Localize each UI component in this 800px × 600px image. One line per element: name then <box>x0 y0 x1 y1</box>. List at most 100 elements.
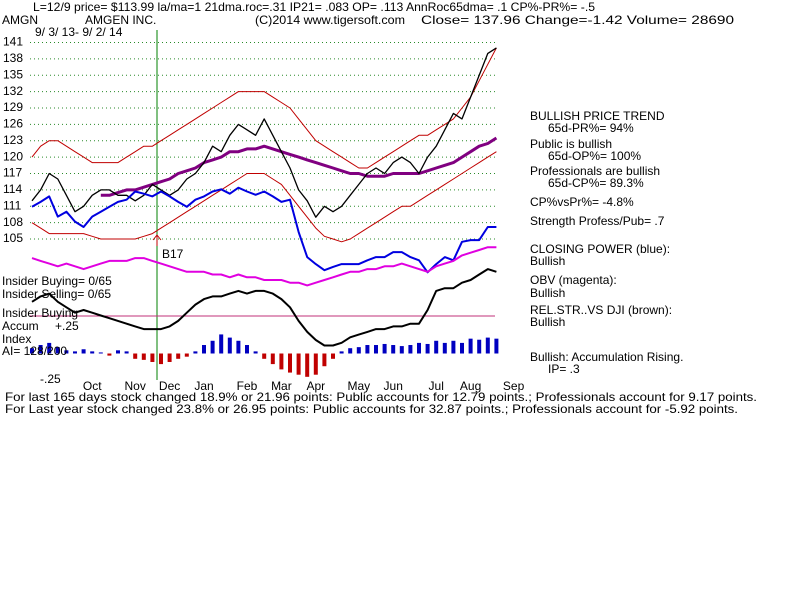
accum-bar <box>81 349 86 354</box>
quote: Close= 137.96 Change=-1.42 Volume= 28690 <box>421 13 734 27</box>
y-tick-label: 126 <box>3 117 23 131</box>
y-tick-label: 117 <box>3 166 22 180</box>
accum-bar <box>434 340 439 354</box>
x-tick-label: Feb <box>237 379 258 393</box>
x-tick-label: Jul <box>429 379 444 393</box>
accum-bar <box>64 350 69 354</box>
panel-text: Professionals are bullish <box>530 164 660 178</box>
y-tick-label: 135 <box>3 67 23 81</box>
signal-label: B17 <box>162 247 184 261</box>
accum-tick-label: +.25 <box>55 319 79 333</box>
accum-bar <box>313 353 318 375</box>
accum-bar <box>184 353 189 357</box>
accum-bar <box>236 340 241 354</box>
footer-text: For last 165 days stock changed 18.9% or… <box>5 390 757 404</box>
y-tick-label: 108 <box>3 215 23 229</box>
accum-bar <box>141 353 146 360</box>
side-label: Accum <box>2 319 39 333</box>
panel-text: 65d-OP%= 100% <box>548 149 641 163</box>
x-tick-label: May <box>347 379 370 393</box>
side-label: Insider Buying= 0/65 <box>2 274 112 288</box>
signal-arrow <box>152 234 162 246</box>
accum-bar <box>210 340 215 354</box>
accum-bar <box>399 346 404 354</box>
x-tick-label: Aug <box>460 379 481 393</box>
accum-bar <box>150 353 155 362</box>
accum-bar <box>73 351 77 354</box>
accum-bar <box>374 345 378 354</box>
panel-text: IP= .3 <box>548 362 580 376</box>
accum-bar <box>451 340 456 354</box>
side-label: Insider Buying <box>2 306 78 320</box>
series-line <box>100 136 498 197</box>
accum-bar <box>288 353 292 373</box>
accum-bar <box>417 342 421 354</box>
accum-bar <box>305 353 310 377</box>
accum-bar <box>348 348 353 354</box>
accum-bar <box>38 345 43 354</box>
x-tick-label: Oct <box>83 379 102 393</box>
accum-bar <box>107 353 112 356</box>
y-tick-label: 132 <box>3 84 23 98</box>
x-tick-label: Sep <box>503 379 525 393</box>
x-tick-label: Nov <box>125 379 146 393</box>
y-tick-label: 111 <box>3 198 22 212</box>
panel-text: CLOSING POWER (blue): <box>530 242 670 256</box>
accum-bar <box>245 345 249 354</box>
x-tick-label: Apr <box>306 379 325 393</box>
series-line <box>31 151 497 243</box>
y-tick-label: 120 <box>3 149 23 163</box>
panel-text: BULLISH PRICE TREND <box>530 109 665 123</box>
y-tick-label: 129 <box>3 100 23 114</box>
panel-text: CP%vsPr%= -4.8% <box>530 195 634 209</box>
accum-bar <box>202 345 206 354</box>
accum-bar <box>442 342 447 354</box>
footer-text: For Last year stock changed 23.8% or 26.… <box>5 402 738 416</box>
accum-bar <box>494 338 499 354</box>
accum-bar <box>219 334 224 354</box>
accum-bar <box>159 353 163 365</box>
accum-bar <box>477 339 482 354</box>
panel-text: OBV (magenta): <box>530 273 617 287</box>
accum-bar <box>279 353 284 370</box>
accum-bar <box>98 352 103 354</box>
accum-bar <box>176 353 181 359</box>
accum-bar <box>133 353 138 359</box>
accum-bar <box>253 351 258 354</box>
series-line <box>31 268 497 347</box>
accum-bar <box>391 345 396 354</box>
accum-bar <box>460 342 464 354</box>
accum-bar <box>124 351 129 354</box>
symbol: AMGN <box>2 13 38 27</box>
accum-bar <box>55 347 60 354</box>
panel-text: 65d-CP%= 89.3% <box>548 176 644 190</box>
accum-bar <box>485 337 490 354</box>
accum-bar <box>331 353 335 359</box>
accum-bar <box>227 337 232 354</box>
accum-bar <box>262 353 267 359</box>
accum-bar <box>116 350 120 354</box>
side-label: AI= 128/200 <box>2 344 67 358</box>
x-tick-label: Dec <box>159 379 180 393</box>
side-label: Insider Selling= 0/65 <box>2 287 111 301</box>
y-tick-label: 105 <box>3 231 23 245</box>
accum-bar <box>322 353 327 367</box>
accum-bar <box>270 353 275 365</box>
accum-bar <box>408 345 413 354</box>
y-tick-label: 138 <box>3 51 23 65</box>
copyright: (C)2014 www.tigersoft.com <box>255 13 405 27</box>
company: AMGEN INC. <box>85 13 156 27</box>
accum-bar <box>90 351 95 354</box>
panel-text: Bullish <box>530 286 565 300</box>
y-tick-label: 123 <box>3 133 23 147</box>
accum-bar <box>30 348 34 354</box>
y-tick-label: 114 <box>3 182 22 196</box>
accum-bar <box>167 353 172 362</box>
accum-bar <box>193 351 198 354</box>
panel-text: 65d-PR%= 94% <box>548 121 634 135</box>
panel-text: Strength Profess/Pub= .7 <box>530 214 665 228</box>
x-tick-label: Mar <box>271 379 292 393</box>
panel-text: Bullish: Accumulation Rising. <box>530 350 683 364</box>
